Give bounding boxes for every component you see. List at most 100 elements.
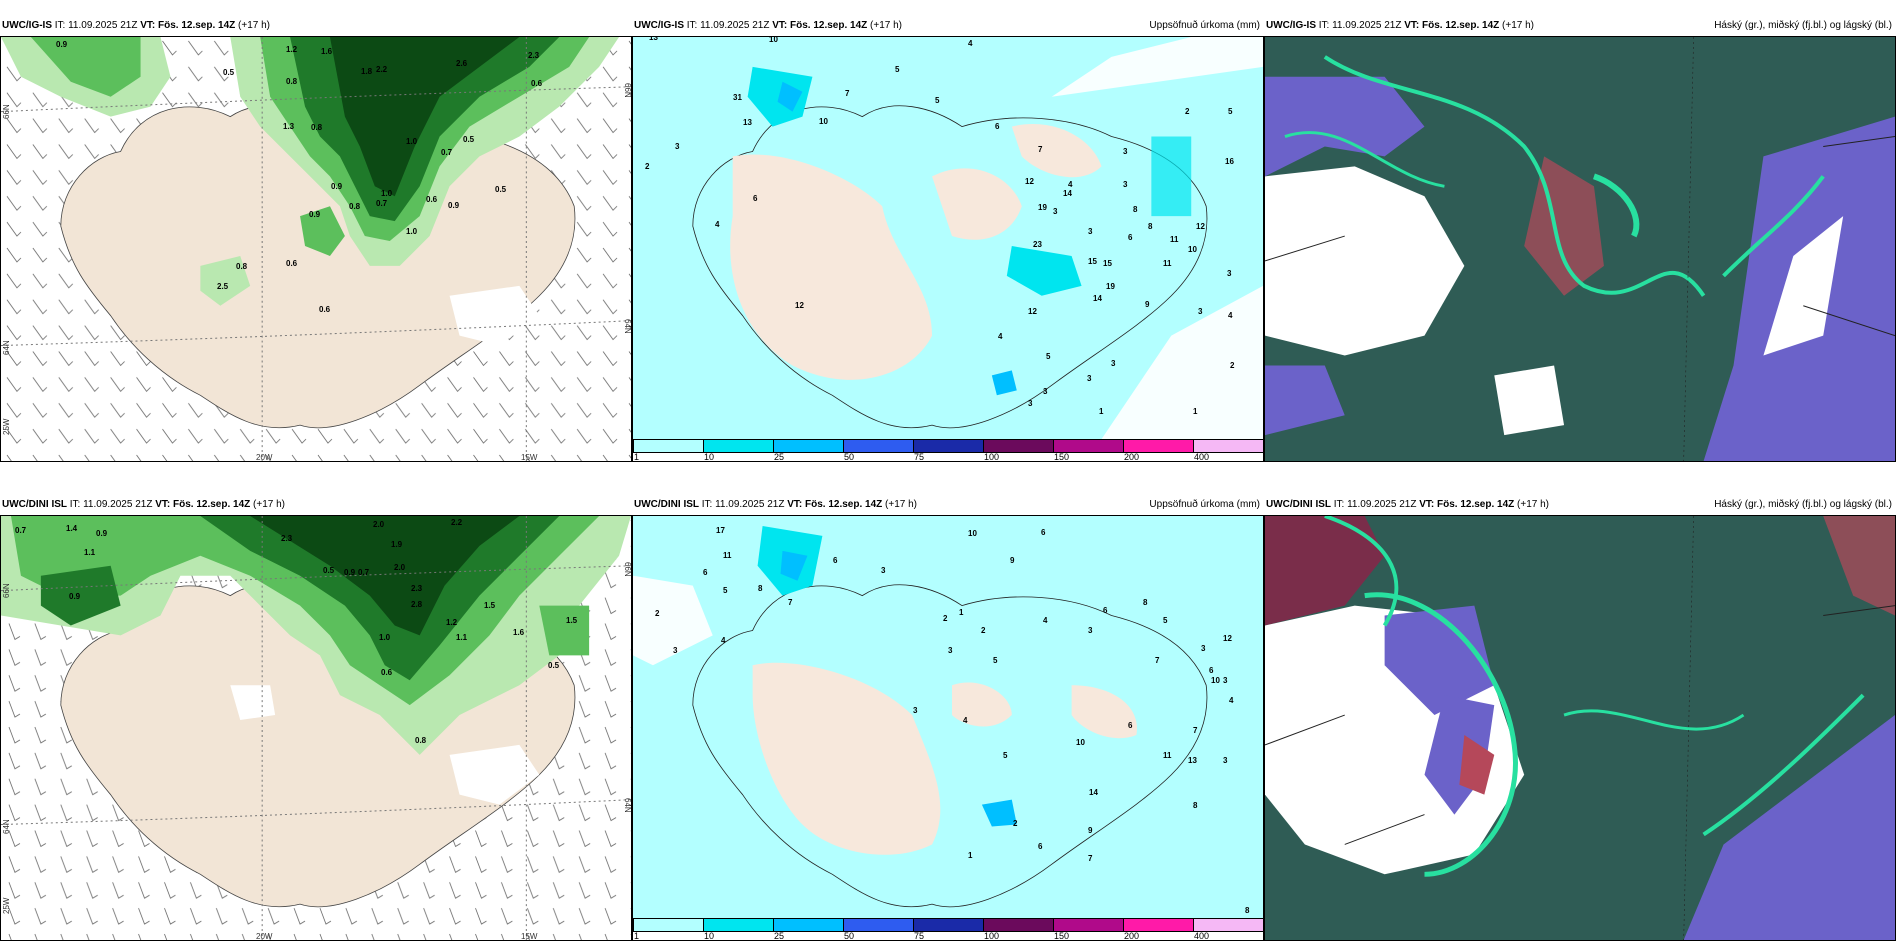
legend-label: 25	[774, 452, 785, 462]
value-label: 3	[1201, 644, 1206, 653]
map-wind-top[interactable]: 20W 15W 66N 64N 25W 66N 64N 0.9 1.2 1.6 …	[0, 36, 632, 462]
value-label: 6	[1038, 842, 1043, 851]
variable-title: Háský (gr.), miðský (fj.bl.) og lágský (…	[1714, 499, 1892, 510]
map-wind-bottom[interactable]: 20W 15W 66N 64N 25W 66N 64N 0.7 1.4 0.9 …	[0, 515, 632, 941]
value-label: 5	[1003, 751, 1008, 760]
value-label: 3	[1043, 387, 1048, 396]
issue-time: IT: 11.09.2025 21Z	[686, 20, 770, 31]
value-label: 11	[1170, 235, 1179, 244]
value-label: 3	[1111, 359, 1116, 368]
model-name: UWC/IG-IS	[2, 20, 52, 31]
value-label: 3	[1198, 307, 1203, 316]
value-label: 1.6	[513, 628, 525, 637]
legend-label: 25	[774, 931, 785, 941]
value-label: 2.3	[281, 534, 293, 543]
lon-label-20w: 20W	[256, 932, 273, 941]
legend-label: 200	[1124, 931, 1140, 941]
legend-label: 100	[984, 931, 1000, 941]
value-label: 0.9	[96, 529, 108, 538]
issue-time: IT: 11.09.2025 21Z	[1318, 20, 1402, 31]
legend-label: 400	[1194, 931, 1210, 941]
value-label: 0.5	[495, 185, 507, 194]
map-precip-top[interactable]: 1 10 25 50 75 100 150 200 400 13 10 3 2 …	[632, 36, 1264, 462]
value-label: 6	[1128, 721, 1133, 730]
value-label: 13	[1188, 756, 1197, 765]
value-label: 0.5	[463, 135, 475, 144]
value-label: 4	[1043, 616, 1048, 625]
value-label: 6	[1041, 528, 1046, 537]
value-label: 0.9	[56, 40, 68, 49]
legend-swatch-400	[1193, 918, 1263, 932]
value-label: 3	[948, 646, 953, 655]
value-label: 1.0	[381, 189, 393, 198]
value-label: 12	[795, 301, 804, 310]
value-label: 9	[1010, 556, 1015, 565]
precip-legend: 1 10 25 50 75 100 150 200 400	[633, 918, 1263, 940]
value-label: 11	[723, 551, 732, 560]
value-label: 3	[913, 706, 918, 715]
issue-time: IT: 11.09.2025 21Z	[1333, 499, 1417, 510]
value-label: 2.8	[411, 600, 423, 609]
value-label: 23	[1033, 240, 1042, 249]
value-label: 2.0	[373, 520, 385, 529]
lat-label-64n: 64N	[2, 340, 11, 355]
legend-label: 1	[634, 931, 640, 941]
legend-label: 10	[704, 452, 715, 462]
value-label: 14	[1093, 294, 1102, 303]
value-label: 4	[998, 332, 1003, 341]
value-label: 0.9	[448, 201, 460, 210]
legend-swatch-25	[773, 439, 844, 453]
legend-swatch-150	[1053, 918, 1124, 932]
lon-label-20w: 20W	[256, 453, 273, 462]
legend-label: 50	[844, 452, 855, 462]
title-precip-bottom: UWC/DINI ISL IT: 11.09.2025 21Z VT: Fös.…	[632, 497, 1264, 517]
value-label: 4	[1229, 696, 1234, 705]
lead-time: (+17 h)	[1517, 499, 1550, 510]
lat-label-66n: 66N	[2, 583, 11, 598]
valid-label: VT:	[155, 499, 171, 510]
value-label: 8	[758, 584, 763, 593]
value-label: 2.5	[217, 282, 229, 291]
model-name: UWC/DINI ISL	[1266, 499, 1331, 510]
value-label: 0.7	[15, 526, 27, 535]
value-label: 0.5	[223, 68, 235, 77]
valid-time: Fös. 12.sep. 14Z	[173, 499, 251, 510]
legend-swatch-200	[1123, 439, 1194, 453]
value-label: 0.5	[548, 661, 560, 670]
map-precip-bottom[interactable]: 1 10 25 50 75 100 150 200 400 17 11 8 7 …	[632, 515, 1264, 941]
value-label: 0.7	[376, 199, 388, 208]
variable-title: Uppsöfnuð úrkoma (mm)	[1149, 499, 1260, 510]
lead-time: (+17 h)	[885, 499, 918, 510]
value-label: 0.9	[344, 568, 356, 577]
value-label: 1.2	[286, 45, 298, 54]
value-label: 1	[1193, 407, 1198, 416]
lat-label-66n-right: 66N	[623, 83, 632, 98]
lat-label-64n: 64N	[2, 819, 11, 834]
value-label: 6	[703, 568, 708, 577]
value-label: 1.0	[406, 137, 418, 146]
value-label: 7	[1193, 726, 1198, 735]
value-label: 4	[963, 716, 968, 725]
value-label: 2.6	[456, 59, 468, 68]
precip-map-graphic	[633, 37, 1263, 461]
lon-label-15w: 15W	[521, 932, 538, 941]
value-label: 2	[1013, 819, 1018, 828]
lead-time: (+17 h)	[870, 20, 903, 31]
value-label: 0.9	[331, 182, 343, 191]
value-label: 6	[1209, 666, 1214, 675]
value-label: 3	[1088, 626, 1093, 635]
valid-label: VT:	[1404, 20, 1420, 31]
value-label: 9	[1088, 826, 1093, 835]
legend-label: 200	[1124, 452, 1140, 462]
value-label: 2	[981, 626, 986, 635]
lon-label-25w: 25W	[2, 897, 11, 914]
value-label: 5	[993, 656, 998, 665]
map-cloud-bottom[interactable]	[1264, 515, 1896, 941]
value-label: 0.7	[358, 568, 370, 577]
map-cloud-top[interactable]	[1264, 36, 1896, 462]
value-label: 4	[968, 39, 973, 48]
lon-label-15w: 15W	[521, 453, 538, 462]
lead-time: (+17 h)	[238, 20, 271, 31]
value-label: 8	[1148, 222, 1153, 231]
wind-map-graphic	[1, 516, 631, 940]
